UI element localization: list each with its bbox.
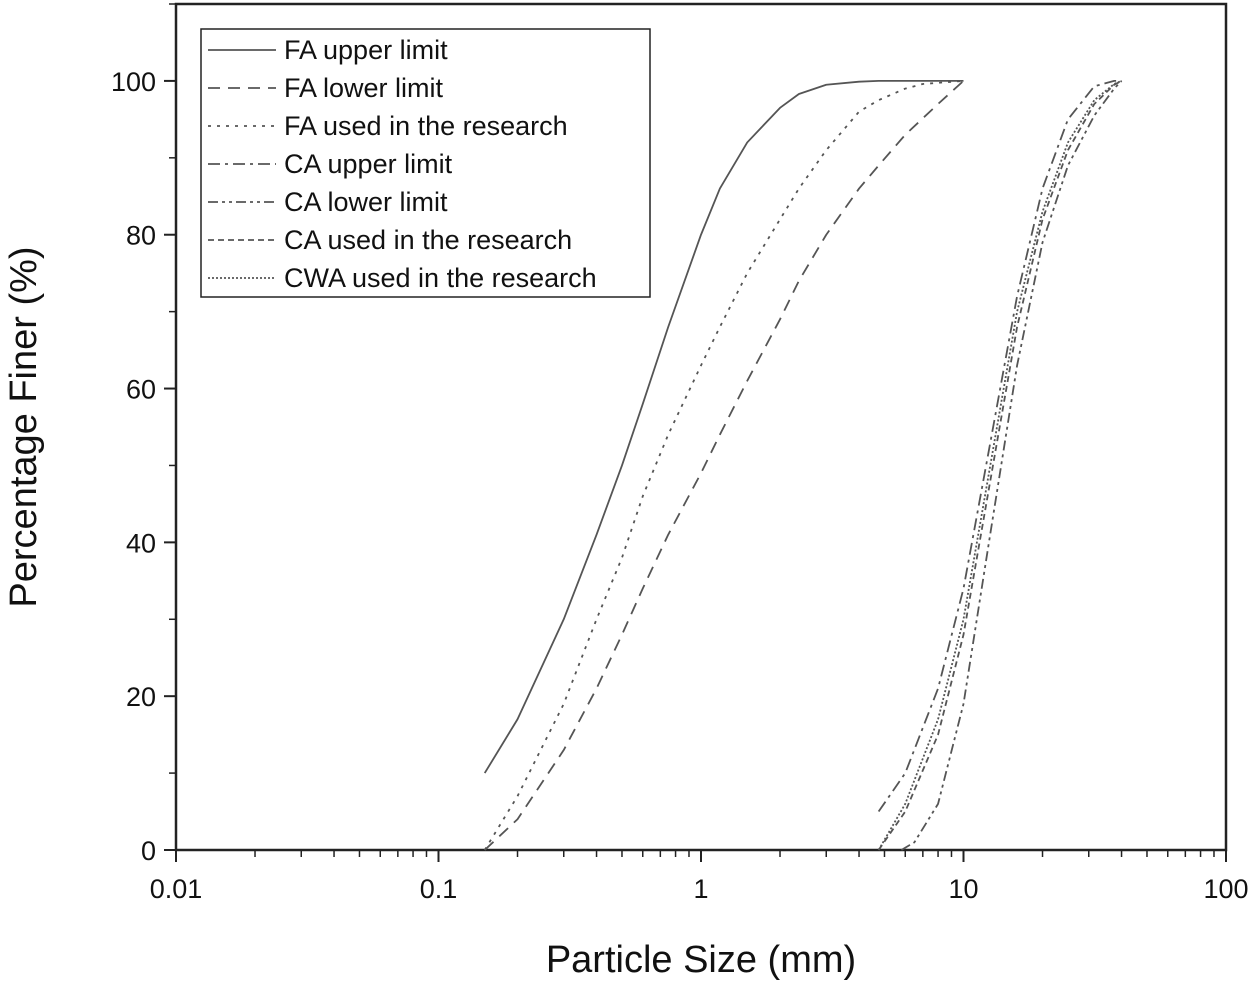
legend-label: CA upper limit xyxy=(284,149,453,179)
x-tick-label: 0.1 xyxy=(420,874,458,904)
series-line-fa-used-in-the-research xyxy=(483,80,964,851)
x-tick-label: 0.01 xyxy=(150,874,203,904)
legend-label: FA used in the research xyxy=(284,111,568,141)
series-line-fa-upper-limit xyxy=(483,80,964,774)
series-line-cwa-used-in-the-research xyxy=(877,80,1122,851)
y-tick-label: 80 xyxy=(126,221,156,251)
legend: FA upper limit FA lower limit FA used in t… xyxy=(200,28,651,298)
x-tick-label: 100 xyxy=(1203,874,1248,904)
x-axis-ticks: 0.01 0.1 1 10 100 xyxy=(150,850,1249,904)
y-tick-label: 40 xyxy=(126,528,156,558)
x-tick-label: 10 xyxy=(948,874,978,904)
x-tick-label: 1 xyxy=(693,874,708,904)
legend-box xyxy=(200,28,651,298)
y-tick-label: 60 xyxy=(126,375,156,405)
series-line-ca-lower-limit xyxy=(900,80,1123,851)
y-axis-ticks: 0 20 40 60 80 100 xyxy=(111,3,176,866)
legend-label: FA upper limit xyxy=(284,35,448,65)
legend-label: CA lower limit xyxy=(284,187,448,217)
legend-label: FA lower limit xyxy=(284,73,444,103)
y-tick-label: 100 xyxy=(111,67,156,97)
series-line-ca-used-in-the-research xyxy=(877,80,1122,851)
series-line-fa-lower-limit xyxy=(484,80,965,851)
legend-label: CWA used in the research xyxy=(284,263,597,293)
legend-label: CA used in the research xyxy=(284,225,572,255)
y-tick-label: 0 xyxy=(141,836,156,866)
y-tick-label: 20 xyxy=(126,682,156,712)
series-line-ca-upper-limit xyxy=(877,80,1122,813)
series-layer xyxy=(483,80,1123,851)
y-axis-title: Percentage Finer (%) xyxy=(3,246,45,607)
x-axis-title: Particle Size (mm) xyxy=(546,939,856,981)
